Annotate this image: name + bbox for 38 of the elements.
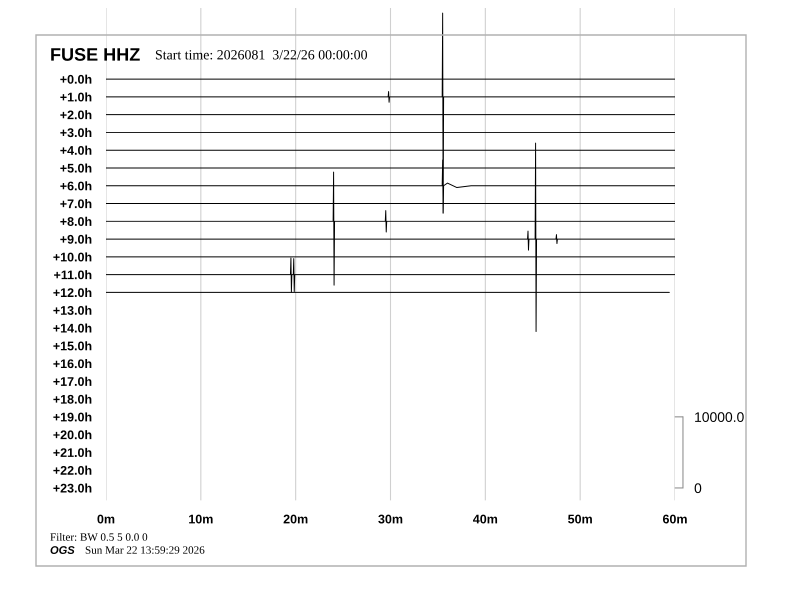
y-tick-label: +18.0h bbox=[53, 394, 92, 404]
y-tick-label: +0.0h bbox=[60, 74, 92, 84]
y-tick-label: +14.0h bbox=[53, 323, 92, 333]
x-tick-label: 30m bbox=[378, 514, 402, 524]
y-tick-label: +17.0h bbox=[53, 376, 92, 386]
y-tick-label: +16.0h bbox=[53, 358, 92, 368]
y-tick-label: +5.0h bbox=[60, 163, 92, 173]
y-tick-label: +7.0h bbox=[60, 199, 92, 208]
text: Filter: BW 0.5 5 0.0 0 bbox=[50, 532, 148, 541]
x-tick-label: 10m bbox=[189, 514, 213, 524]
y-tick-label: +6.0h bbox=[60, 181, 92, 190]
y-tick-label: +10.0h bbox=[53, 252, 92, 262]
y-tick-label: +3.0h bbox=[60, 128, 92, 138]
y-tick-label: +20.0h bbox=[53, 430, 92, 440]
y-tick-label: +9.0h bbox=[60, 234, 92, 244]
y-tick-label: +22.0h bbox=[53, 466, 92, 475]
x-tick-label: 40m bbox=[473, 514, 498, 524]
x-tick-label: 20m bbox=[284, 514, 308, 524]
x-tick-label: 0m bbox=[97, 514, 114, 524]
y-tick-label: +1.0h bbox=[60, 92, 92, 102]
y-tick-label: +15.0h bbox=[53, 341, 92, 350]
text: FUSE HHZ bbox=[51, 48, 140, 61]
text: OGS bbox=[50, 546, 75, 554]
y-tick-label: +19.0h bbox=[53, 412, 92, 422]
y-tick-label: +21.0h bbox=[53, 448, 92, 458]
y-tick-label: +12.0h bbox=[53, 288, 92, 298]
y-tick-label: +4.0h bbox=[60, 146, 92, 155]
y-tick-label: +11.0h bbox=[54, 270, 92, 280]
y2-tick-label: 10000.0 bbox=[695, 412, 744, 422]
x-tick-label: 60m bbox=[662, 514, 687, 524]
y-tick-label: +13.0h bbox=[53, 306, 92, 315]
text: Sun Mar 22 13:59:29 2026 bbox=[86, 546, 204, 554]
x-tick-label: 50m bbox=[568, 514, 592, 524]
y-tick-label: +2.0h bbox=[60, 110, 92, 120]
y-tick-label: +8.0h bbox=[60, 216, 92, 226]
text: Start time: 2026081 3/22/26 00:00:00 bbox=[156, 50, 368, 60]
y-tick-label: +23.0h bbox=[53, 483, 92, 493]
y2-tick-label: 0 bbox=[694, 483, 702, 494]
